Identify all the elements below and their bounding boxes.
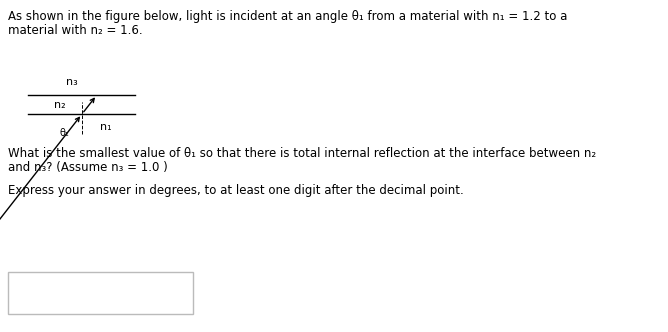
Text: material with n₂ = 1.6.: material with n₂ = 1.6. (8, 24, 143, 37)
Text: n₃: n₃ (66, 77, 78, 87)
Text: n₂: n₂ (54, 100, 66, 110)
Bar (8, 272, 193, 314)
Text: As shown in the figure below, light is incident at an angle θ₁ from a material w: As shown in the figure below, light is i… (8, 10, 567, 23)
Text: θ₁: θ₁ (59, 128, 69, 138)
Text: Express your answer in degrees, to at least one digit after the decimal point.: Express your answer in degrees, to at le… (8, 184, 464, 197)
Text: n₁: n₁ (100, 122, 112, 132)
Text: and n₃? (Assume n₃ = 1.0 ): and n₃? (Assume n₃ = 1.0 ) (8, 161, 168, 174)
Text: What is the smallest value of θ₁ so that there is total internal reflection at t: What is the smallest value of θ₁ so that… (8, 147, 596, 160)
